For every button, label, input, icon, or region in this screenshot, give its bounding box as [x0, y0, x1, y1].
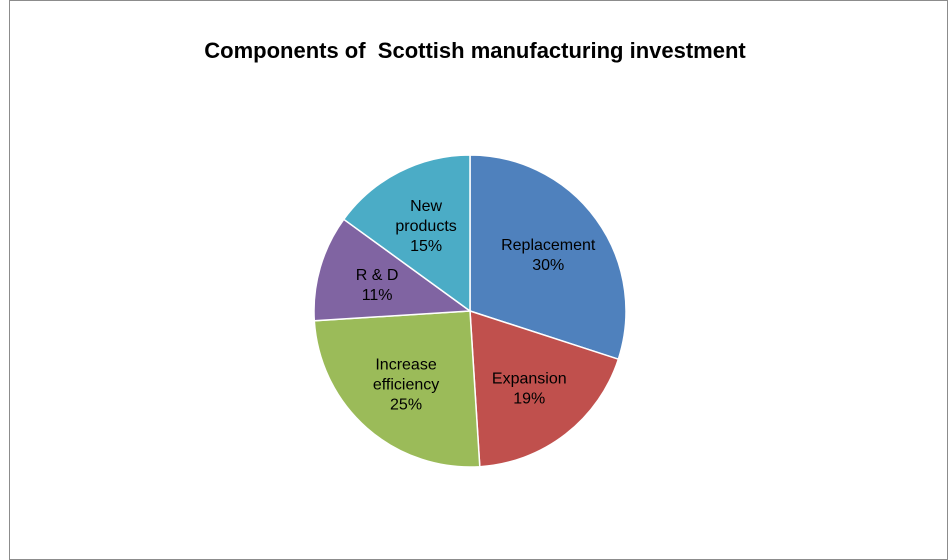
pie-slice-new-products [342, 154, 471, 313]
pie-slice-r-and-d [313, 218, 473, 322]
pie-slice-increase-efficiency [313, 310, 481, 468]
pie-chart: Replacement 30% Expansion 19% Increase effici… [313, 154, 627, 468]
slice-label-expansion: Expansion 19% [492, 370, 567, 407]
pie-slice-expansion [469, 309, 620, 468]
slice-label-r-and-d: R & D 11% [356, 267, 399, 304]
slice-label-replacement: Replacement 30% [501, 237, 596, 274]
pie-slice-replacement [469, 154, 627, 361]
chart-title: Components of Scottish manufacturing inv… [204, 38, 746, 63]
slice-label-new-products: New products 15% [395, 198, 456, 255]
slice-label-increase-efficiency: Increase efficiency 25% [373, 357, 439, 414]
